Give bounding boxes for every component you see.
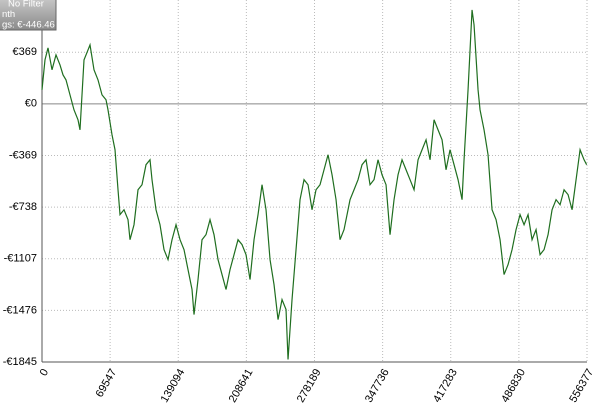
y-tick-label: -€1845 bbox=[3, 356, 37, 368]
y-tick-label: -€1476 bbox=[3, 304, 37, 316]
y-tick-label: -€738 bbox=[9, 201, 37, 213]
info-text: No Filter bbox=[8, 0, 44, 10]
info-text: nth bbox=[2, 9, 15, 20]
data-line bbox=[41, 9, 588, 360]
x-tick-label: 0 bbox=[38, 367, 51, 378]
y-tick-label: €0 bbox=[25, 98, 37, 110]
y-tick-label: €369 bbox=[13, 46, 37, 58]
info-text: gs: €-446.46 bbox=[2, 20, 55, 31]
y-tick-label: -€369 bbox=[9, 149, 37, 161]
y-tick-label: -€1107 bbox=[4, 253, 37, 265]
info-box bbox=[0, 0, 57, 31]
